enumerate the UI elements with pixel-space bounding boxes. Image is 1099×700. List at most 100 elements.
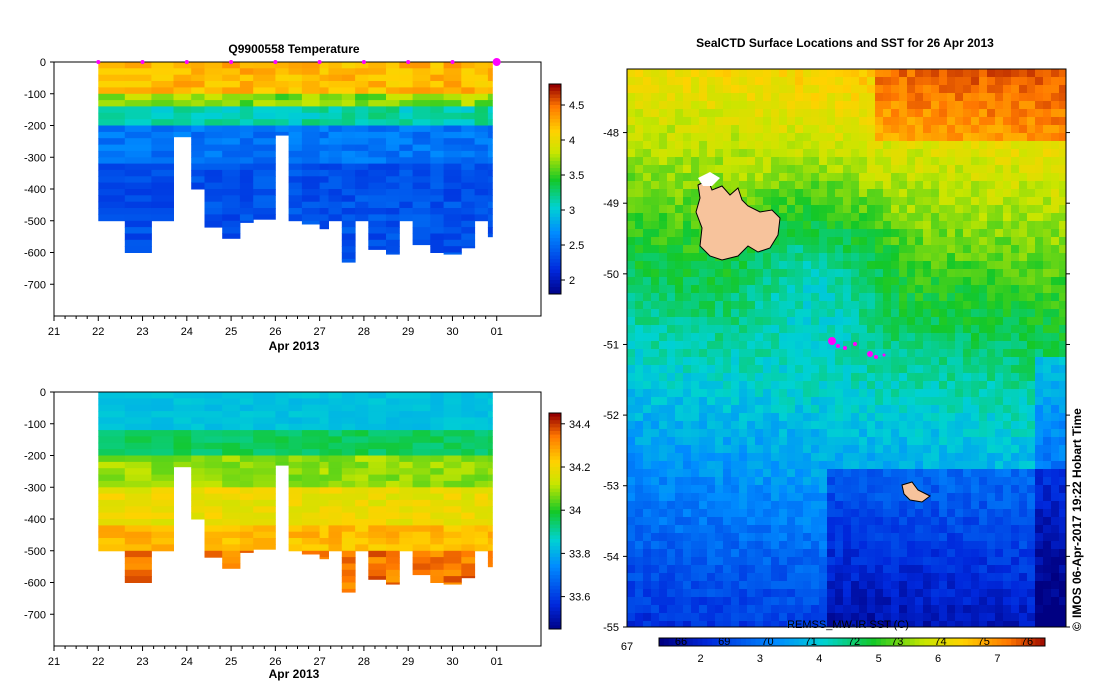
temperature-cell (319, 100, 329, 107)
sst-cell (1035, 389, 1043, 397)
sst-cell (987, 69, 995, 77)
sst-cell (963, 405, 971, 413)
sst-cell (1035, 189, 1043, 197)
sst-cell (659, 405, 667, 413)
sst-cell (923, 541, 931, 549)
sst-cell (1059, 213, 1066, 221)
sst-cell (883, 381, 891, 389)
temperature-cell (430, 195, 445, 203)
temperature-cell (204, 100, 223, 107)
sst-cell (659, 77, 667, 85)
sst-cell (971, 381, 979, 389)
salinity-cell (341, 442, 356, 450)
sst-cell (883, 261, 891, 269)
sst-cell (707, 485, 715, 493)
sst-cell (947, 261, 955, 269)
sst-cell (859, 109, 867, 117)
sst-cell (1043, 349, 1051, 357)
sst-cell (643, 77, 651, 85)
temperature-cell (399, 81, 414, 88)
sst-cell (723, 501, 731, 509)
sst-cell (971, 229, 979, 237)
colorbar-swatch (549, 150, 561, 155)
sst-cell (643, 469, 651, 477)
sst-cell (915, 125, 923, 133)
temperature-cell (204, 62, 223, 69)
sst-cell (1035, 469, 1043, 477)
sst-cell (755, 517, 763, 525)
temperature-cell (341, 239, 356, 247)
sst-cell (811, 261, 819, 269)
salinity-cell (368, 417, 387, 425)
sst-cell (995, 189, 1003, 197)
sst-cell (747, 429, 755, 437)
salinity-cell (430, 531, 445, 539)
sst-cell (747, 421, 755, 429)
salinity-cell (301, 398, 321, 406)
sst-cell (955, 333, 963, 341)
sst-cell (891, 77, 899, 85)
sst-cell (987, 525, 995, 533)
salinity-cell (443, 569, 462, 577)
sst-cell (867, 541, 875, 549)
sst-cell (763, 141, 771, 149)
sst-cell (715, 469, 723, 477)
sst-cell (1011, 173, 1019, 181)
sst-cell (923, 157, 931, 165)
salinity-cell (124, 544, 152, 552)
sst-cell (867, 205, 875, 213)
sst-cell (987, 245, 995, 253)
salinity-cell (301, 480, 321, 488)
sst-cell (987, 117, 995, 125)
sst-cell (1059, 317, 1066, 325)
sst-cell (1043, 317, 1051, 325)
colorbar-swatch (549, 506, 561, 511)
sst-cell (667, 389, 675, 397)
sst-cell (827, 125, 835, 133)
sst-cell (1059, 373, 1066, 381)
sst-cell (851, 253, 859, 261)
sst-cell (923, 501, 931, 509)
sst-cell (707, 445, 715, 453)
temperature-cell (319, 62, 329, 69)
salinity-cell (412, 430, 431, 437)
sst-cell (891, 261, 899, 269)
sst-cell (667, 85, 675, 93)
sst-cell (1059, 541, 1066, 549)
sst-cell (627, 317, 635, 325)
sst-cell (867, 301, 875, 309)
sst-cell (683, 181, 691, 189)
y-tick-label: -400 (24, 184, 46, 196)
sst-cell (755, 117, 763, 125)
temperature-cell (328, 182, 343, 190)
sst-cell (899, 549, 907, 557)
sst-cell (771, 293, 779, 301)
sst-cell (859, 493, 867, 501)
colorbar-swatch (549, 203, 561, 207)
sst-cell (947, 485, 955, 493)
temperature-cell (239, 125, 254, 133)
sst-cell (939, 85, 947, 93)
sst-cell (939, 517, 947, 525)
sst-cell (771, 461, 779, 469)
salinity-cell (191, 436, 205, 444)
sst-cell (1011, 461, 1019, 469)
sst-cell (1051, 309, 1059, 317)
sst-cell (1051, 101, 1059, 109)
sst-cell (867, 245, 875, 253)
sst-cell (627, 477, 635, 485)
sst-cell (787, 101, 795, 109)
sst-cell (931, 141, 939, 149)
sst-cell (779, 197, 787, 205)
temperature-cell (124, 169, 152, 177)
sst-cell (947, 237, 955, 245)
sst-cell (771, 205, 779, 213)
temperature-cell (191, 157, 205, 165)
temperature-cell (341, 227, 356, 234)
y-tick-label: 0 (40, 387, 46, 399)
sst-cell (915, 293, 923, 301)
sst-cell (739, 253, 747, 261)
sst-cell (1035, 549, 1043, 557)
sst-cell (771, 85, 779, 93)
salinity-cell (443, 557, 462, 564)
